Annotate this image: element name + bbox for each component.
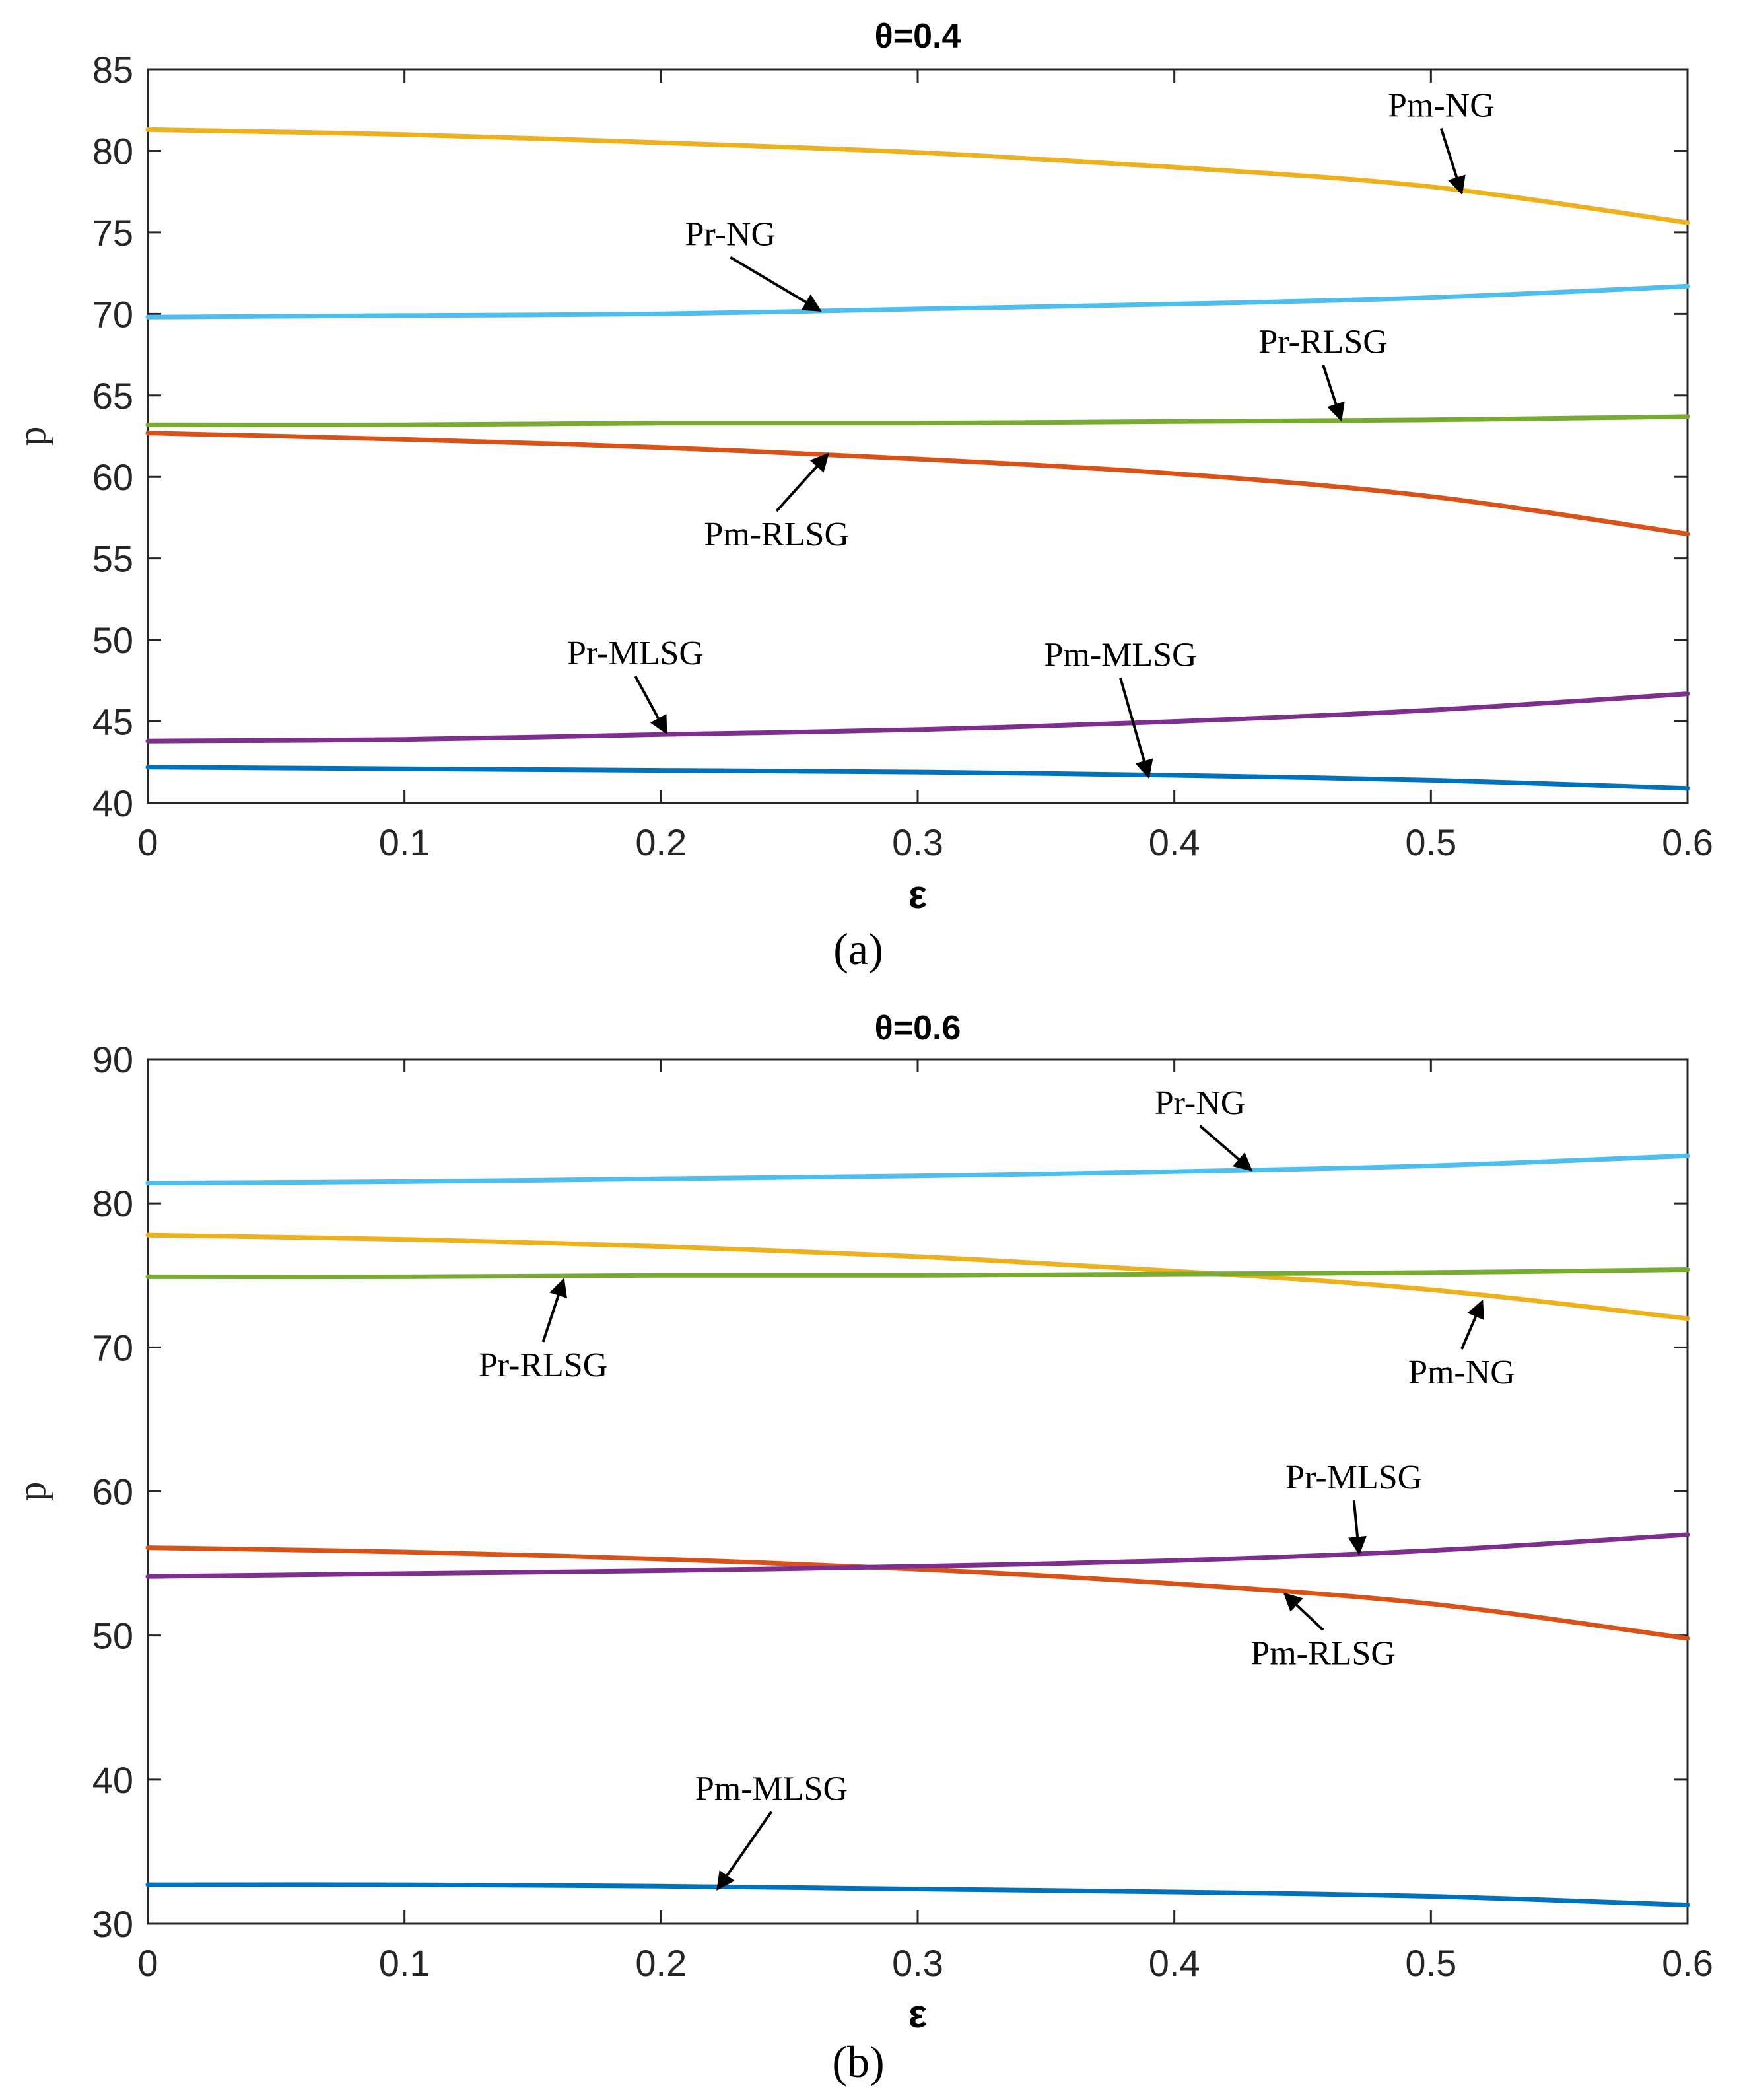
x-tick-label: 0.5 — [1405, 1942, 1456, 1984]
annotation-arrow-pr-rlsg — [1322, 364, 1345, 422]
x-tick-label: 0.6 — [1662, 822, 1713, 863]
annotation-arrow-pr-ng — [730, 256, 822, 312]
annotation-label-pm-rlsg: Pm-RLSG — [1250, 1634, 1396, 1672]
y-tick-label: 65 — [92, 375, 133, 417]
annotation-arrow-pr-ng — [1199, 1125, 1253, 1172]
y-tick-label: 80 — [92, 130, 133, 172]
series-line-pm-ng — [145, 1232, 1690, 1321]
x-axis-label: ε — [908, 1992, 927, 2036]
y-tick-label: 70 — [92, 1327, 133, 1368]
y-tick-label: 75 — [92, 212, 133, 254]
series-line-pr-ng — [145, 283, 1690, 320]
y-tick-label: 30 — [92, 1903, 133, 1945]
annotation-arrow-pm-rlsg — [775, 452, 829, 512]
chart-panel-b: θ=0.6 0 0.1 0.2 0.3 0.4 0.5 0.6 30 40 50 60 70 80 90 ε p… — [10, 1009, 1713, 2087]
x-tick-label: 0.6 — [1662, 1942, 1713, 1984]
y-axis-label: p — [10, 427, 53, 446]
y-tick-label: 50 — [92, 619, 133, 661]
y-tick-label: 40 — [92, 1759, 133, 1801]
annotation-arrow-pm-rlsg — [1283, 1592, 1324, 1631]
y-tick-label: 90 — [92, 1039, 133, 1080]
series-line-pr-rlsg — [145, 414, 1690, 427]
y-tick-label: 55 — [92, 538, 133, 580]
annotation-label-pm-ng: Pm-NG — [1408, 1354, 1515, 1391]
x-tick-label: 0.4 — [1149, 1942, 1200, 1984]
annotation-arrow-pm-ng — [1460, 1299, 1484, 1350]
subfigure-label: (b) — [832, 2037, 884, 2087]
series-line-pr-ng — [145, 1153, 1690, 1186]
y-tick-label: 80 — [92, 1183, 133, 1224]
annotation-arrow-pm-mlsg — [716, 1811, 773, 1891]
y-tick-label: 70 — [92, 293, 133, 335]
series-line-pr-rlsg — [145, 1267, 1690, 1280]
x-tick-label: 0.3 — [892, 822, 943, 863]
annotation-label-pm-rlsg: Pm-RLSG — [704, 516, 849, 553]
x-tick-label: 0.2 — [635, 822, 687, 863]
series-line-pm-mlsg — [145, 1882, 1690, 1908]
y-tick-label: 45 — [92, 701, 133, 743]
y-tick-label: 50 — [92, 1615, 133, 1657]
series-line-pm-rlsg — [145, 1545, 1690, 1641]
chart-panel-a: θ=0.4 0 0.1 0.2 0.3 0.4 0.5 0.6 40 45 50 55 60 65 70 75… — [10, 17, 1713, 974]
y-tick-label: 40 — [92, 783, 133, 824]
annotation-label-pm-mlsg: Pm-MLSG — [695, 1770, 848, 1807]
x-tick-label: 0.3 — [892, 1942, 943, 1984]
x-axis-label: ε — [908, 872, 927, 917]
series-line-pr-mlsg — [145, 691, 1690, 744]
annotation-label-pr-mlsg: Pr-MLSG — [567, 635, 704, 672]
annotation-label-pr-ng: Pr-NG — [685, 216, 776, 254]
y-tick-label: 60 — [92, 1471, 133, 1513]
annotation-label-pr-rlsg: Pr-RLSG — [479, 1347, 607, 1384]
annotation-label-pr-ng: Pr-NG — [1155, 1084, 1246, 1122]
annotation-label-pr-mlsg: Pr-MLSG — [1285, 1459, 1422, 1496]
x-tick-label: 0 — [137, 1942, 158, 1984]
annotation-label-pr-rlsg: Pr-RLSG — [1258, 324, 1387, 361]
subfigure-label: (a) — [833, 924, 883, 974]
chart-title: θ=0.4 — [875, 17, 961, 55]
annotation-arrow-pm-ng — [1439, 127, 1466, 195]
annotation-label-pm-ng: Pm-NG — [1388, 87, 1495, 125]
x-tick-label: 0.1 — [379, 822, 430, 863]
plot-frame — [147, 1058, 1689, 1925]
series-line-pr-mlsg — [145, 1532, 1690, 1579]
annotation-label-pm-mlsg: Pm-MLSG — [1044, 637, 1196, 674]
chart-title: θ=0.6 — [875, 1009, 961, 1047]
annotation-arrow-pr-mlsg — [1348, 1500, 1367, 1556]
x-tick-label: 0.4 — [1149, 822, 1200, 863]
x-tick-label: 0.1 — [379, 1942, 430, 1984]
x-tick-label: 0.5 — [1405, 822, 1456, 863]
x-tick-label: 0.2 — [635, 1942, 687, 1984]
annotation-arrow-pm-mlsg — [1119, 678, 1153, 779]
y-axis-label: p — [10, 1482, 53, 1502]
x-tick-label: 0 — [137, 822, 158, 863]
series-line-pm-ng — [145, 127, 1690, 225]
annotation-arrow-pr-rlsg — [541, 1278, 568, 1343]
y-tick-label: 85 — [92, 49, 133, 90]
series-line-pm-mlsg — [145, 765, 1690, 791]
series-line-pm-rlsg — [145, 431, 1690, 537]
y-tick-label: 60 — [92, 456, 133, 498]
annotation-arrow-pr-mlsg — [634, 676, 667, 735]
